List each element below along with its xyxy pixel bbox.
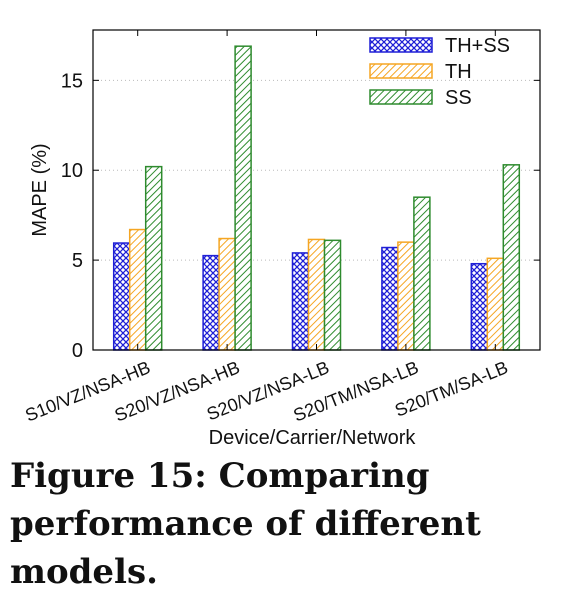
plot-frame — [92, 29, 541, 351]
bar-th — [128, 228, 147, 351]
x-axis-label: Device/Carrier/Network — [209, 427, 417, 449]
legend-swatch — [369, 63, 433, 79]
bar-ss — [234, 45, 252, 351]
bar-th-ss — [291, 252, 310, 351]
bar-ss — [323, 239, 342, 351]
bar-th-ss — [112, 242, 131, 351]
y-tick-label: 0 — [72, 340, 83, 362]
bar-ss — [413, 196, 431, 351]
bar-th — [486, 257, 505, 351]
figure-caption: Figure 15: Comparing performance of diff… — [10, 456, 481, 592]
legend-swatch — [369, 37, 433, 53]
bar-th-ss — [202, 254, 220, 351]
y-tick-label: 15 — [61, 70, 83, 92]
y-tick-label: 5 — [72, 250, 83, 272]
bar-th-ss — [381, 246, 399, 351]
bar-th — [307, 238, 326, 351]
bar-chart: 051015S10/VZ/NSA-HBS20/VZ/NSA-HBS20/VZ/N… — [22, 29, 541, 449]
bar-th — [218, 237, 236, 351]
bar-ss — [502, 164, 521, 351]
bar-th — [397, 241, 415, 351]
gridlines — [93, 79, 540, 261]
legend: TH+SS TH SS — [369, 35, 510, 109]
bar-th-ss — [470, 262, 489, 351]
legend-swatch — [369, 89, 433, 105]
bars — [112, 45, 521, 351]
legend-label: TH+SS — [445, 35, 510, 57]
bar-ss — [144, 165, 163, 351]
y-tick-label: 10 — [61, 160, 83, 182]
legend-label: TH — [445, 61, 472, 83]
y-axis-label: MAPE (%) — [29, 143, 51, 236]
legend-label: SS — [445, 87, 472, 109]
